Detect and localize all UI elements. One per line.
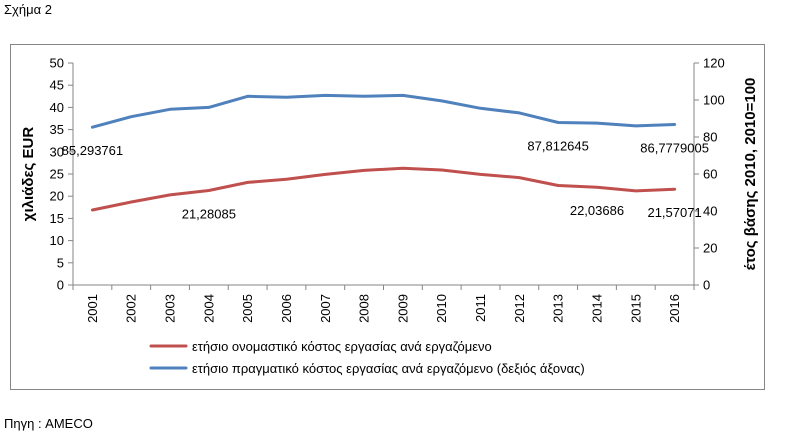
x-tick-label: 2005: [240, 294, 255, 323]
x-tick-label: 2012: [512, 294, 527, 323]
real-cost-line: [90, 93, 677, 129]
data-label: 21,28085: [182, 207, 236, 222]
x-tick-label: 2003: [163, 294, 178, 323]
right-axis-title: έτος βάσης 2010, 2010=100: [742, 78, 759, 271]
left-y-tick-label: 40: [50, 100, 64, 115]
left-y-tick-label: 0: [57, 278, 64, 293]
right-y-tick-label: 80: [703, 130, 717, 145]
source-note: Πηγη : AMECO: [4, 416, 93, 431]
x-tick-label: 2015: [628, 294, 643, 323]
right-y-tick-label: 0: [703, 278, 710, 293]
x-tick-label: 2016: [667, 294, 682, 323]
legend-label-nominal: ετήσιο ονομαστικό κόστος εργασίας ανά ερ…: [192, 339, 492, 354]
figure-label: Σχήμα 2: [4, 2, 52, 17]
x-tick-label: 2014: [589, 294, 604, 323]
left-y-tick-label: 20: [50, 189, 64, 204]
right-y-tick-label: 20: [703, 241, 717, 256]
line-chart: 0 5 10 15 20 25 30 35 40 45 50 0 20 40 60 80 100 120 2001 2…: [20, 56, 759, 377]
data-label: 85,293761: [62, 143, 123, 158]
x-tick-label: 2002: [124, 294, 139, 323]
x-tick-label: 2011: [473, 294, 488, 322]
data-label: 21,57071: [647, 205, 701, 220]
left-y-tick-label: 10: [50, 233, 64, 248]
right-y-tick-label: 40: [703, 204, 717, 219]
left-y-tick-label: 5: [57, 255, 64, 270]
x-tick-label: 2001: [85, 294, 100, 323]
right-y-tick-label: 60: [703, 167, 717, 182]
left-y-tick-label: 50: [50, 56, 64, 71]
left-y-tick-label: 15: [50, 211, 64, 226]
chart-area: 0 5 10 15 20 25 30 35 40 45 50 0 20 40 60 80 100 120 2001 2…: [10, 44, 765, 390]
x-tick-label: 2006: [279, 294, 294, 323]
right-y-tick-label: 120: [703, 56, 725, 71]
data-label: 86,7779005: [640, 140, 709, 155]
nominal-cost-line: [90, 166, 677, 212]
left-y-tick-label: 30: [50, 144, 64, 159]
x-tick-label: 2004: [201, 294, 216, 323]
data-label: 87,812645: [527, 139, 588, 154]
left-axis-title: χιλιάδες EUR: [20, 127, 37, 222]
right-y-tick-label: 100: [703, 93, 725, 108]
left-y-tick-label: 35: [50, 122, 64, 137]
legend-label-real: ετήσιο πραγματικό κόστος εργασίας ανά ερ…: [192, 361, 585, 376]
left-y-tick-label: 45: [50, 78, 64, 93]
x-tick-label: 2008: [357, 294, 372, 323]
x-tick-label: 2009: [395, 294, 410, 323]
x-tick-label: 2013: [551, 294, 566, 323]
left-y-tick-label: 25: [50, 167, 64, 182]
x-tick-label: 2007: [318, 294, 333, 323]
x-tick-label: 2010: [434, 294, 449, 323]
data-label: 22,03686: [570, 203, 624, 218]
